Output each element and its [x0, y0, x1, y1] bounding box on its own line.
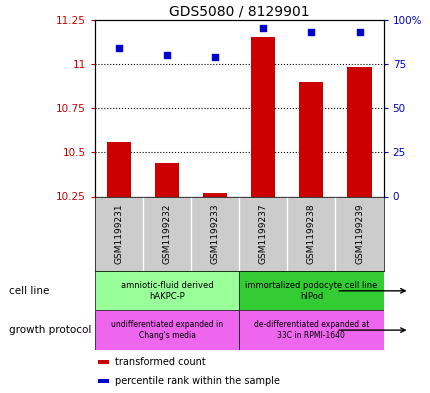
Bar [98, 360, 109, 364]
Bar [239, 271, 383, 310]
Text: GSM1199239: GSM1199239 [354, 204, 363, 264]
Bar [239, 310, 383, 350]
Text: GSM1199237: GSM1199237 [258, 204, 267, 264]
Bar [203, 193, 227, 196]
Point [259, 26, 266, 32]
Bar [95, 271, 239, 310]
Text: percentile rank within the sample: percentile rank within the sample [115, 376, 280, 386]
Bar [107, 141, 131, 196]
Bar [251, 37, 275, 197]
Text: GSM1199232: GSM1199232 [162, 204, 171, 264]
Title: GDS5080 / 8129901: GDS5080 / 8129901 [169, 4, 309, 18]
Text: de-differentiated expanded at
33C in RPMI-1640: de-differentiated expanded at 33C in RPM… [253, 320, 368, 340]
Text: immortalized podocyte cell line
hIPod: immortalized podocyte cell line hIPod [245, 281, 377, 301]
Bar [155, 163, 178, 196]
Bar [347, 67, 371, 196]
Bar [299, 81, 322, 196]
Point [307, 29, 314, 35]
Point [115, 45, 122, 51]
Text: transformed count: transformed count [115, 357, 205, 367]
Point [211, 53, 218, 60]
Point [163, 52, 170, 58]
Text: undifferentiated expanded in
Chang's media: undifferentiated expanded in Chang's med… [111, 320, 223, 340]
Text: GSM1199233: GSM1199233 [210, 204, 219, 264]
Text: GSM1199238: GSM1199238 [306, 204, 315, 264]
Text: GSM1199231: GSM1199231 [114, 204, 123, 264]
Text: amniotic-fluid derived
hAKPC-P: amniotic-fluid derived hAKPC-P [120, 281, 213, 301]
Text: growth protocol: growth protocol [9, 325, 91, 335]
Bar [98, 379, 109, 383]
Point [355, 29, 362, 35]
Text: cell line: cell line [9, 286, 49, 296]
Bar [95, 310, 239, 350]
